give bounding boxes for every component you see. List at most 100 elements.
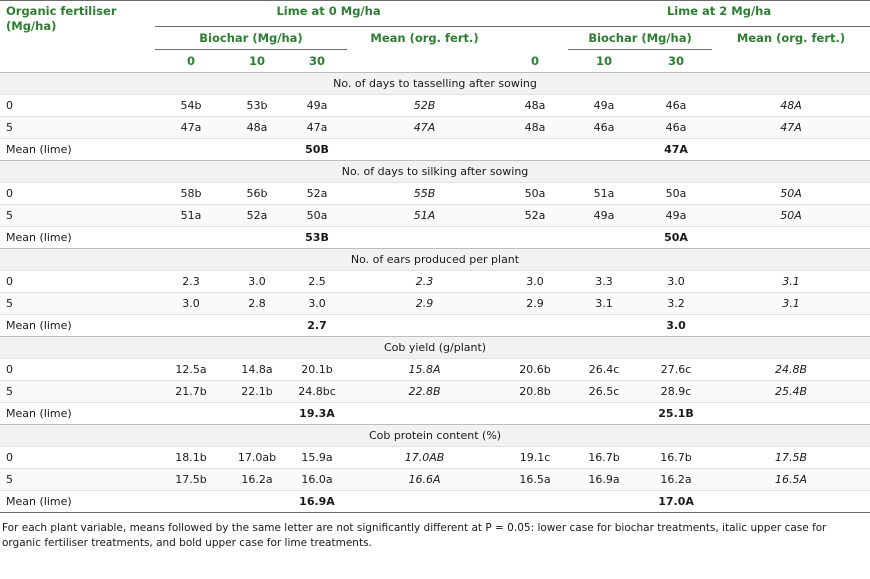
value-cell: 17.5b	[155, 468, 227, 491]
mean-lime-value: 17.0A	[640, 490, 713, 513]
level-a-30: 30	[308, 54, 325, 68]
mean-org-header-a: Mean (org. fert.)	[347, 26, 503, 50]
header-row-1: Organic fertiliser (Mg/ha) Lime at 0 Mg/…	[0, 0, 870, 33]
mean-lime-row: Mean (lime) 19.3A 25.1B	[0, 402, 870, 425]
section-title: No. of ears produced per plant	[0, 248, 870, 271]
row-label: 0	[0, 182, 155, 205]
row-label: 0	[0, 270, 155, 293]
value-cell: 47a	[287, 116, 347, 139]
empty-cell	[227, 314, 287, 337]
mean-lime-value: 19.3A	[287, 402, 347, 425]
value-cell: 21.7b	[155, 380, 227, 403]
row-label: 0	[0, 94, 155, 117]
section-title: No. of days to silking after sowing	[0, 160, 870, 183]
row-label: 5	[0, 116, 155, 139]
mean-org-cell: 24.8B	[712, 358, 870, 381]
header-row-2: Biochar (Mg/ha) Mean (org. fert.) Biocha…	[0, 26, 870, 50]
value-cell: 3.0	[227, 270, 287, 293]
level-a-10: 10	[248, 54, 265, 68]
value-cell: 26.4c	[568, 358, 641, 381]
empty-cell	[155, 314, 227, 337]
value-cell: 46a	[640, 116, 713, 139]
mean-org-cell: 22.8B	[347, 380, 503, 403]
mean-lime-label: Mean (lime)	[0, 138, 155, 161]
mean-lime-row: Mean (lime) 50B 47A	[0, 138, 870, 161]
value-cell: 54b	[155, 94, 227, 117]
value-cell: 20.6b	[502, 358, 569, 381]
row-label: 0	[0, 358, 155, 381]
table-row: 5 47a 48a 47a 47A 48a 46a 46a 47A	[0, 116, 870, 139]
section-title: No. of days to tasselling after sowing	[0, 72, 870, 95]
table-row: 5 51a 52a 50a 51A 52a 49a 49a 50A	[0, 204, 870, 227]
row-label: 5	[0, 468, 155, 491]
value-cell: 14.8a	[227, 358, 287, 381]
empty-cell	[155, 490, 227, 513]
value-cell: 12.5a	[155, 358, 227, 381]
empty-cell	[347, 490, 503, 513]
mean-org-cell: 3.1	[712, 270, 870, 293]
empty-cell	[347, 138, 503, 161]
empty-cell	[502, 490, 569, 513]
mean-org-cell: 50A	[712, 204, 870, 227]
mean-lime-label: Mean (lime)	[0, 402, 155, 425]
footnote: For each plant variable, means followed …	[2, 522, 827, 549]
section-header-row: Cob protein content (%)	[0, 424, 870, 447]
empty-cell	[227, 226, 287, 249]
value-cell: 52a	[502, 204, 569, 227]
section-header-row: No. of days to tasselling after sowing	[0, 72, 870, 95]
mean-lime-label: Mean (lime)	[0, 490, 155, 513]
empty-cell	[347, 314, 503, 337]
table-row: 5 21.7b 22.1b 24.8bc 22.8B 20.8b 26.5c 28.9c 25.…	[0, 380, 870, 403]
value-cell: 52a	[227, 204, 287, 227]
row-label: 5	[0, 380, 155, 403]
mean-lime-value: 50B	[287, 138, 347, 161]
data-table: Organic fertiliser (Mg/ha) Lime at 0 Mg/…	[0, 0, 870, 513]
mean-lime-value: 3.0	[640, 314, 713, 337]
empty-cell	[502, 226, 569, 249]
lime2-header: Lime at 2 Mg/ha	[666, 4, 772, 18]
empty-cell	[502, 314, 569, 337]
mean-org-cell: 25.4B	[712, 380, 870, 403]
value-cell: 2.5	[287, 270, 347, 293]
table-row: 0 54b 53b 49a 52B 48a 49a 46a 48A	[0, 94, 870, 117]
value-cell: 49a	[287, 94, 347, 117]
empty-cell	[227, 490, 287, 513]
value-cell: 26.5c	[568, 380, 641, 403]
value-cell: 19.1c	[502, 446, 569, 469]
empty-cell	[347, 226, 503, 249]
empty-cell	[568, 402, 641, 425]
value-cell: 2.9	[502, 292, 569, 315]
value-cell: 56b	[227, 182, 287, 205]
table-row: 0 12.5a 14.8a 20.1b 15.8A 20.6b 26.4c 27.6c 24.8…	[0, 358, 870, 381]
empty-cell	[347, 402, 503, 425]
table-row: 5 17.5b 16.2a 16.0a 16.6A 16.5a 16.9a 16.2a 16.5…	[0, 468, 870, 491]
level-a-0: 0	[186, 54, 195, 68]
empty-cell	[712, 490, 870, 513]
mean-lime-label: Mean (lime)	[0, 226, 155, 249]
value-cell: 48a	[502, 94, 569, 117]
biochar-header-a: Biochar (Mg/ha)	[155, 26, 347, 50]
value-cell: 51a	[568, 182, 641, 205]
mean-lime-value: 25.1B	[640, 402, 713, 425]
mean-lime-row: Mean (lime) 16.9A 17.0A	[0, 490, 870, 513]
value-cell: 28.9c	[640, 380, 713, 403]
row-header-line1: Organic fertiliser	[6, 4, 117, 18]
value-cell: 51a	[155, 204, 227, 227]
mean-org-cell: 3.1	[712, 292, 870, 315]
empty-cell	[568, 138, 641, 161]
empty-cell	[712, 314, 870, 337]
mean-org-cell: 17.0AB	[347, 446, 503, 469]
empty-cell	[227, 402, 287, 425]
empty-cell	[502, 402, 569, 425]
mean-lime-value: 16.9A	[287, 490, 347, 513]
value-cell: 16.0a	[287, 468, 347, 491]
empty-cell	[712, 402, 870, 425]
value-cell: 3.0	[155, 292, 227, 315]
value-cell: 20.8b	[502, 380, 569, 403]
value-cell: 46a	[568, 116, 641, 139]
mean-lime-label: Mean (lime)	[0, 314, 155, 337]
mean-org-cell: 50A	[712, 182, 870, 205]
value-cell: 52a	[287, 182, 347, 205]
value-cell: 47a	[155, 116, 227, 139]
